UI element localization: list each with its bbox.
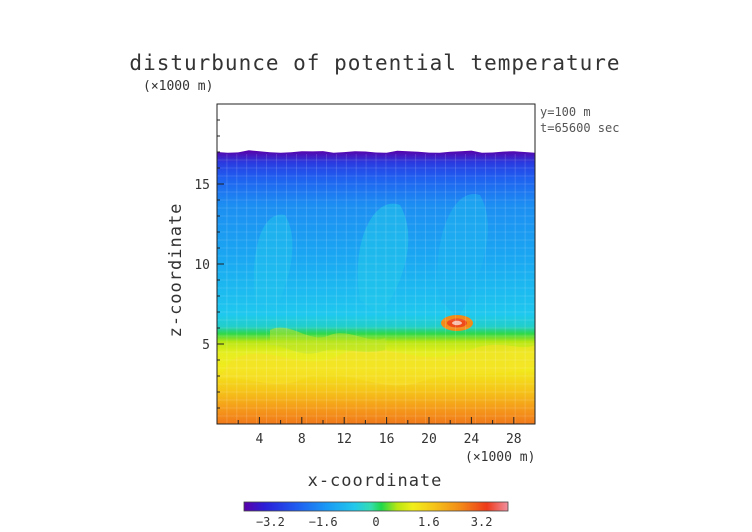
colorbar-ticks: −3.2 −1.6 0 1.6 3.2 bbox=[256, 515, 492, 529]
y-axis-unit: (×1000 m) bbox=[143, 79, 213, 94]
colorbar-tick-label: −1.6 bbox=[309, 515, 338, 529]
y-tick-label: 10 bbox=[194, 258, 210, 273]
x-tick-label: 20 bbox=[421, 432, 437, 447]
x-tick-label: 8 bbox=[298, 432, 306, 447]
cool-tongue bbox=[270, 327, 385, 354]
x-tick-label: 28 bbox=[506, 432, 522, 447]
y-axis-label: z-coordinate bbox=[166, 203, 186, 338]
chart-title: disturbunce of potential temperature bbox=[129, 51, 620, 75]
colorbar-tick-label: −3.2 bbox=[256, 515, 285, 529]
field-structures bbox=[217, 193, 535, 386]
field-layer bbox=[217, 150, 535, 424]
contour-lines bbox=[217, 154, 535, 424]
x-tick-label: 12 bbox=[336, 432, 352, 447]
x-axis-unit: (×1000 m) bbox=[465, 450, 535, 465]
y-axis: 5 10 15 bbox=[194, 119, 224, 409]
warm-filament bbox=[217, 344, 535, 386]
y-tick-label: 5 bbox=[202, 338, 210, 353]
colorbar-tick-label: 0 bbox=[372, 515, 379, 529]
y-tick-label: 15 bbox=[194, 178, 210, 193]
annotation-time: t=65600 sec bbox=[540, 121, 619, 135]
warm-anomaly bbox=[441, 315, 473, 331]
colorbar bbox=[243, 501, 509, 512]
x-axis-label: x-coordinate bbox=[308, 471, 443, 491]
annotation-y: y=100 m bbox=[540, 105, 591, 119]
x-tick-label: 4 bbox=[255, 432, 263, 447]
colorbar-tick-label: 3.2 bbox=[471, 515, 493, 529]
x-tick-label: 24 bbox=[464, 432, 480, 447]
colorbar-tick-label: 1.6 bbox=[418, 515, 440, 529]
x-axis: 4 8 12 16 20 24 28 bbox=[237, 417, 536, 447]
convective-plume bbox=[253, 214, 293, 310]
convective-plume bbox=[357, 203, 409, 315]
x-tick-label: 16 bbox=[379, 432, 395, 447]
convective-plume bbox=[437, 193, 488, 318]
